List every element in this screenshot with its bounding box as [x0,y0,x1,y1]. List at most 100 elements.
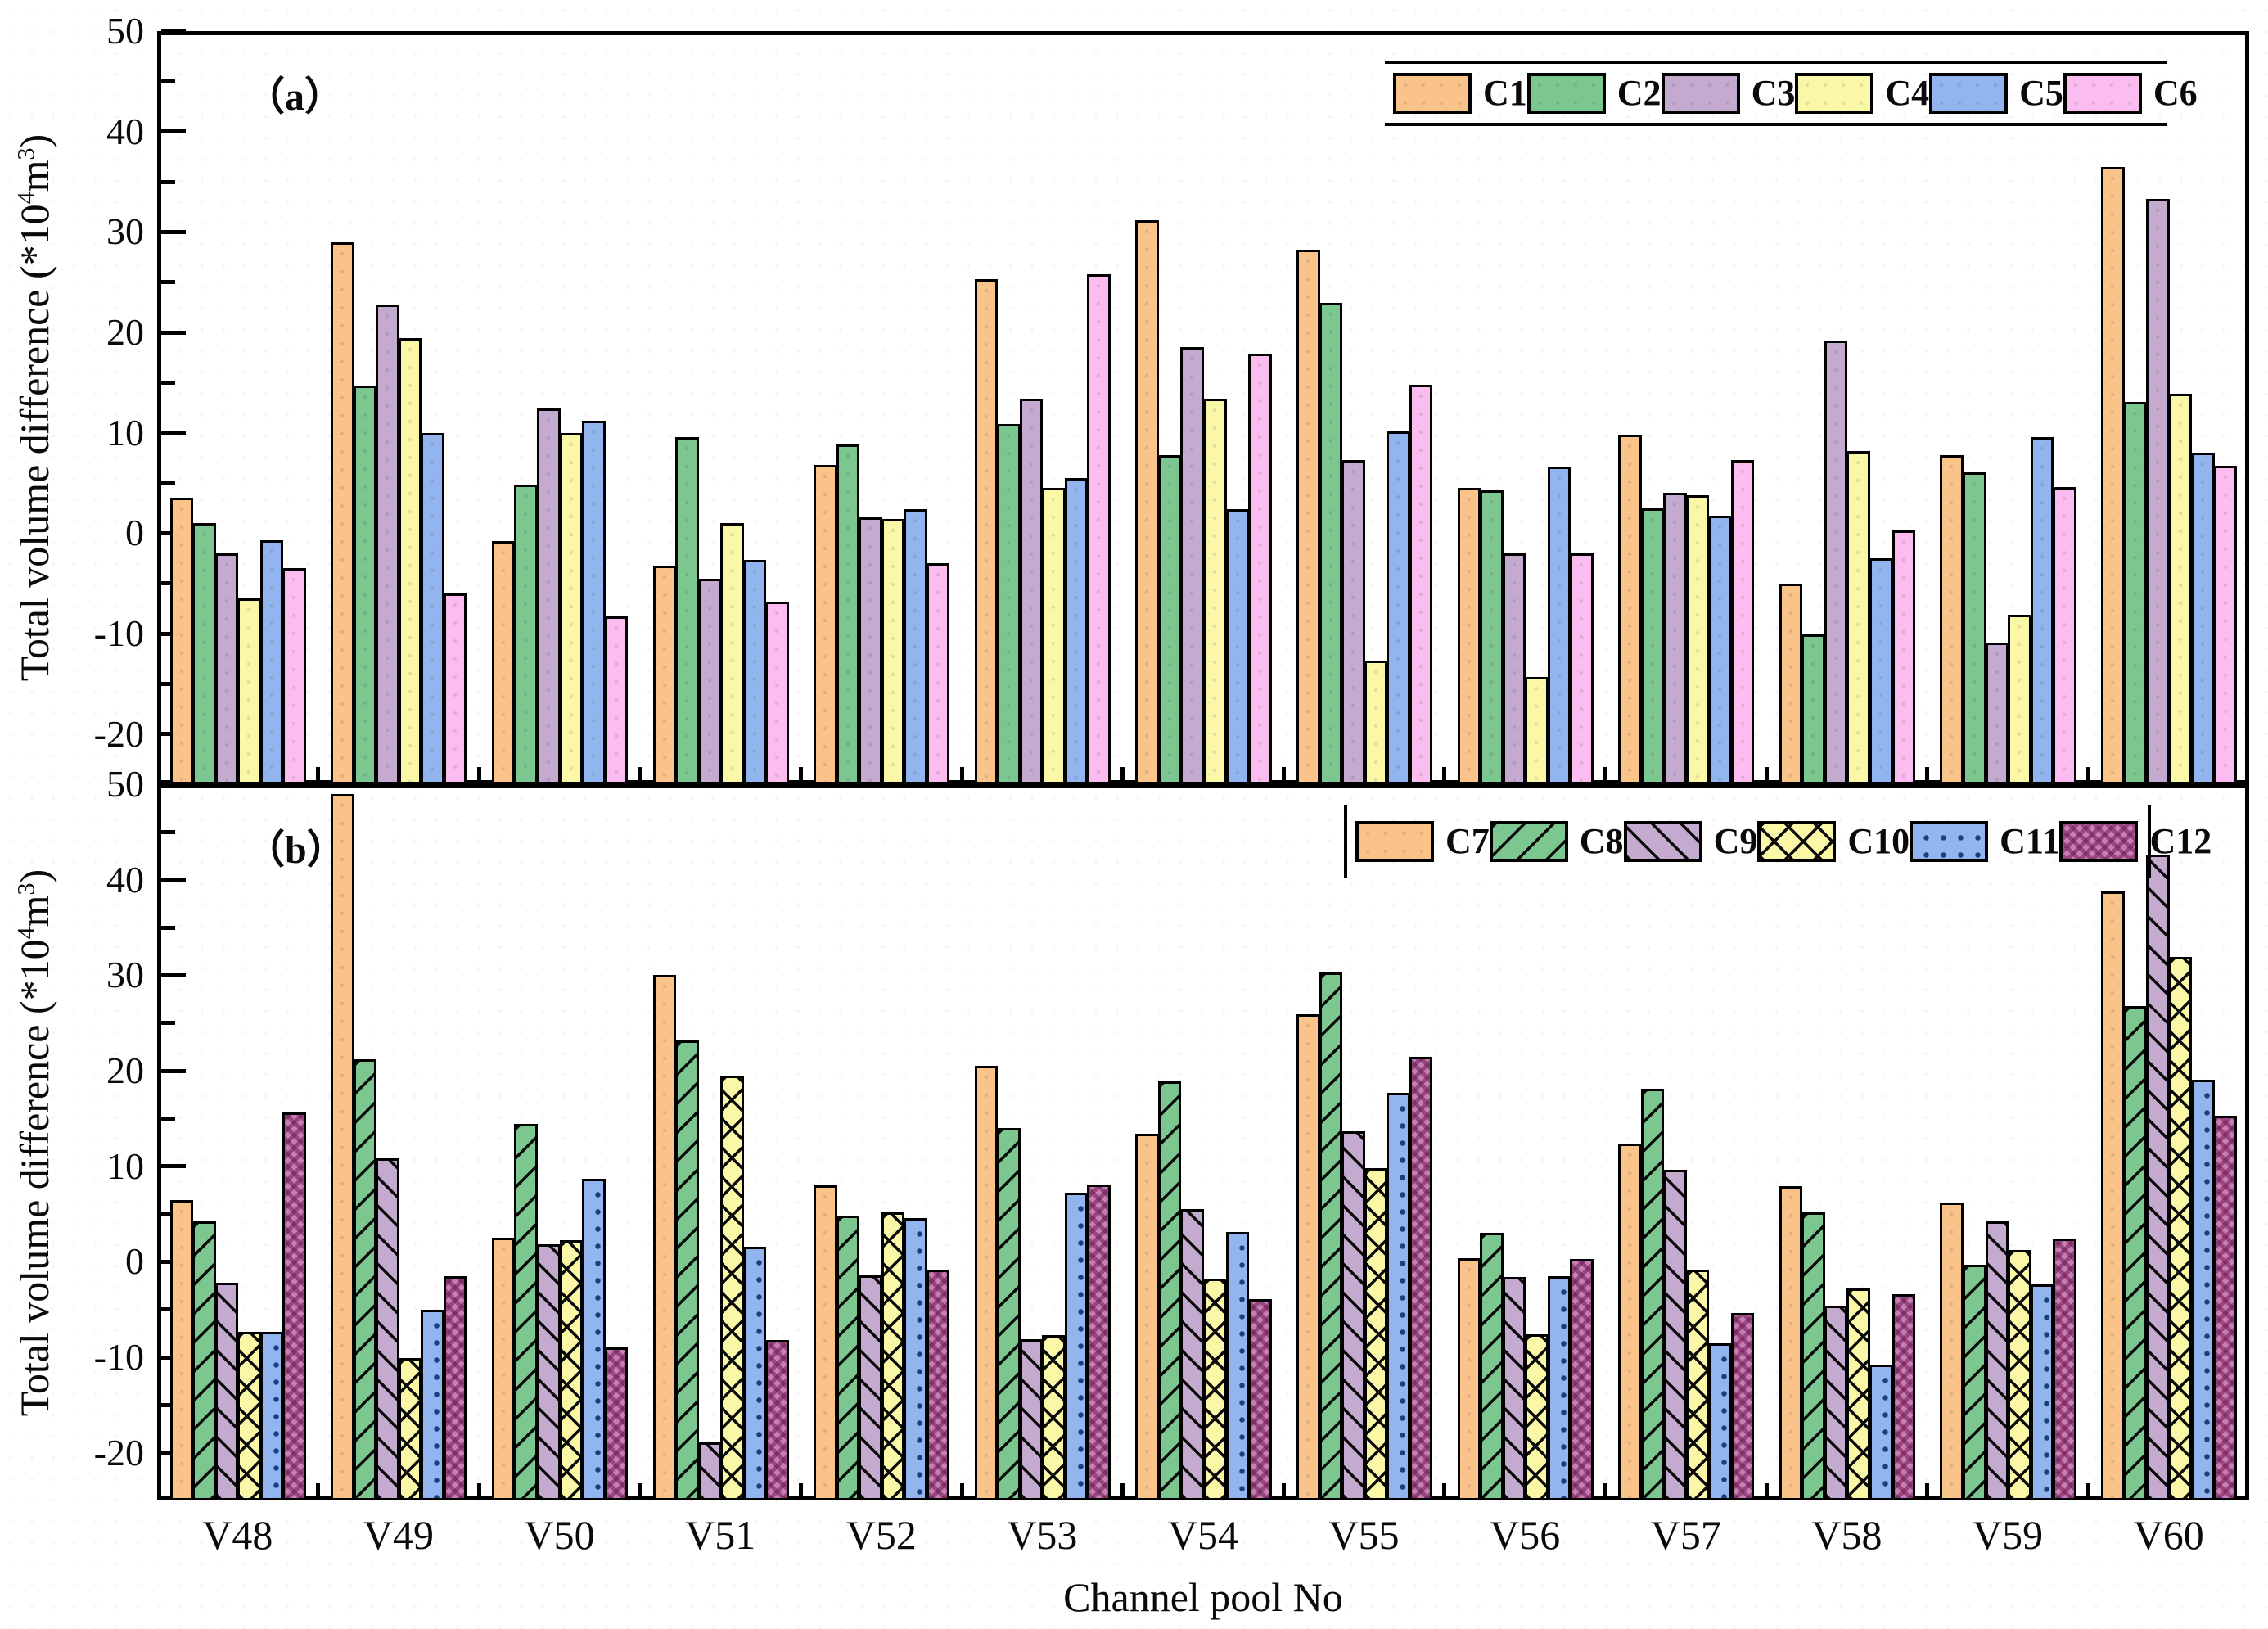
bar-C9-V58 [1824,1306,1848,1500]
bar-C1-V55 [1296,250,1320,784]
y-tick-label: 30 [106,210,144,253]
legend-label-C9: C9 [1713,821,1758,861]
y-minor-tick [161,79,175,83]
panel-letter-b: （b） [246,828,346,872]
bar-C5-V50 [582,420,606,784]
legend-item-C2: C2 [1526,73,1662,114]
bar-C8-V59 [1963,1264,1986,1500]
bar-C8-V60 [2123,1005,2148,1500]
bar-C10-V59 [2008,1250,2031,1500]
y-minor-tick [161,829,175,834]
bar-C9-V52 [859,1275,882,1500]
bar-C4-V50 [559,432,584,784]
bar-C1-V48 [169,498,194,784]
legend-item-C6: C6 [2063,73,2198,114]
bar-C4-V55 [1364,661,1388,784]
x-tick-label-V49: V49 [363,1512,434,1558]
y-axis-title-b: Total volume difference (*104m3) [11,869,57,1416]
bar-C1-V50 [491,541,516,784]
legend-label-C1: C1 [1483,73,1527,113]
x-axis-title: Channel pool No [1063,1574,1343,1620]
x-tick-label-V50: V50 [524,1512,595,1558]
x-tick-label-V48: V48 [202,1512,273,1558]
bar-C11-V50 [582,1178,606,1500]
legend-b: C7 C8 C9 C10 C11 C12 [1344,805,2212,878]
bar-C6-V55 [1409,384,1433,784]
x-tick-label-V58: V58 [1811,1512,1882,1558]
bar-C9-V54 [1180,1209,1204,1500]
bar-C7-V48 [169,1199,194,1500]
bar-C2-V51 [675,436,699,784]
bar-C8-V50 [514,1124,538,1500]
bar-C10-V54 [1203,1279,1227,1500]
bar-C3-V49 [376,304,399,784]
bar-C3-V50 [537,408,561,784]
legend-swatch-C1 [1393,73,1472,114]
bar-C4-V49 [398,338,422,784]
x-boundary-tick [959,767,964,780]
bar-C11-V48 [259,1331,284,1500]
bar-C2-V53 [997,423,1021,784]
x-boundary-tick [1442,1483,1447,1496]
bar-C7-V49 [331,793,354,1500]
legend-item-C7: C7 [1355,821,1490,862]
bar-C2-V60 [2123,401,2148,784]
bar-C8-V53 [997,1128,1021,1500]
bar-C11-V58 [1869,1365,1893,1500]
bar-C7-V50 [491,1238,516,1500]
bar-C12-V59 [2053,1239,2076,1500]
y-tick-label: 10 [106,411,144,454]
bar-C11-V56 [1547,1275,1571,1500]
bar-C12-V50 [604,1347,629,1500]
bar-C9-V51 [697,1442,722,1500]
legend-label-C12: C12 [2149,821,2212,861]
y-tick-label: 40 [106,858,144,900]
legend-label-C6: C6 [2153,73,2198,113]
bar-C9-V53 [1019,1338,1044,1500]
x-boundary-tick [1764,767,1769,780]
bar-C11-V55 [1387,1092,1410,1500]
bar-C10-V48 [237,1331,261,1500]
bar-C1-V57 [1618,435,1642,784]
legend-swatch-C8 [1489,821,1568,862]
bar-C8-V48 [192,1221,216,1500]
legend-swatch-C5 [1929,73,2009,114]
bar-C8-V55 [1319,972,1343,1500]
bar-C1-V53 [974,278,999,784]
bar-C12-V51 [765,1340,789,1500]
legend-label-C7: C7 [1445,821,1490,861]
y-minor-tick [161,925,175,930]
legend-a: C1 C2 C3 C4 C5 C6 [1385,61,2198,126]
x-tick-label-V57: V57 [1650,1512,1721,1558]
y-minor-tick [161,581,175,586]
bar-C10-V56 [1525,1334,1549,1500]
bar-C11-V52 [904,1217,927,1500]
bar-C12-V49 [443,1275,467,1500]
bar-C5-V56 [1547,467,1571,784]
bar-C11-V57 [1708,1342,1732,1500]
bar-C6-V57 [1730,459,1755,784]
bar-C5-V54 [1225,508,1250,784]
y-minor-tick [161,681,175,686]
bar-C7-V59 [1940,1203,1964,1500]
bar-C5-V49 [421,432,444,784]
y-minor-tick [161,1402,175,1407]
legend-label-C2: C2 [1616,73,1662,113]
bar-C9-V56 [1502,1277,1526,1500]
y-tick-label: -20 [93,1431,144,1473]
y-major-tick [161,29,186,34]
bar-C5-V48 [259,539,284,784]
y-major-tick [161,972,186,977]
bar-C1-V54 [1135,219,1159,784]
legend-swatch-C3 [1661,73,1740,114]
x-boundary-tick [1281,1483,1286,1496]
bar-C2-V57 [1640,508,1665,784]
bar-C6-V58 [1892,530,1916,784]
legend-label-C5: C5 [2019,73,2063,113]
bar-C3-V48 [214,553,239,784]
panel-letter-a: （a） [246,75,345,119]
legend-label-C8: C8 [1579,821,1624,861]
y-tick-label: 30 [106,954,144,996]
bar-C7-V52 [814,1185,837,1500]
